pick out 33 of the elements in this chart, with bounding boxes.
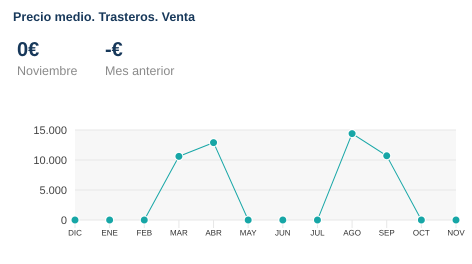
y-tick-label: 15.000 <box>33 124 67 137</box>
x-tick-label: JUL <box>310 228 326 238</box>
point <box>278 216 288 224</box>
y-tick-label: 5.000 <box>39 184 67 197</box>
x-tick-label: JUN <box>275 228 291 238</box>
x-tick-label: SEP <box>378 228 395 238</box>
point <box>416 216 426 224</box>
text: Mes anterior <box>105 64 174 78</box>
point <box>348 129 357 138</box>
point <box>105 216 114 224</box>
text: 0€ <box>17 38 40 62</box>
text: -€ <box>105 38 124 62</box>
point <box>174 152 184 161</box>
x-tick-label: OCT <box>412 228 430 238</box>
point <box>209 138 218 148</box>
x-tick-label: AGO <box>343 228 361 238</box>
point <box>244 216 253 224</box>
x-tick-label: FEB <box>136 228 152 238</box>
point <box>312 216 322 224</box>
chart-title: Precio medio. Trasteros. Venta <box>13 10 196 24</box>
y-tick-label: 10.000 <box>33 154 67 167</box>
x-tick-label: ENE <box>101 228 118 238</box>
point <box>382 151 392 160</box>
y-tick-label: 0 <box>60 214 67 227</box>
x-tick-label: NOV <box>447 228 466 238</box>
point <box>70 216 80 224</box>
point <box>140 216 149 224</box>
point <box>452 216 460 224</box>
x-tick-label: DIC <box>68 228 82 238</box>
x-tick-label: MAY <box>240 228 258 238</box>
x-tick-label: ABR <box>205 228 222 238</box>
x-tick-label: MAR <box>170 228 188 238</box>
text: Noviembre <box>17 64 78 78</box>
